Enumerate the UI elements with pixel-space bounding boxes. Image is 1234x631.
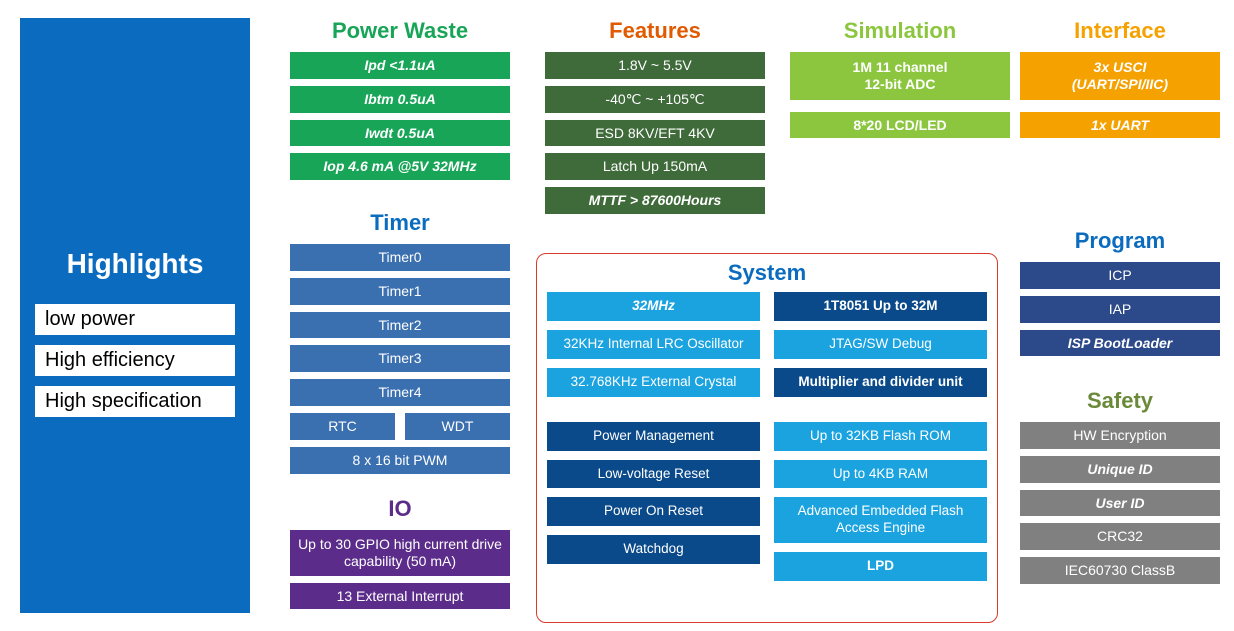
- interface-column: Interface 3x USCI (UART/SPI/IIC) 1x UART: [1020, 18, 1220, 145]
- simulation-item: 8*20 LCD/LED: [790, 112, 1010, 139]
- timer-pwm: 8 x 16 bit PWM: [290, 447, 510, 474]
- system-heading: System: [547, 260, 987, 286]
- timer-rtc: RTC: [290, 413, 395, 440]
- timer-item: Timer1: [290, 278, 510, 305]
- power-waste-heading: Power Waste: [290, 18, 510, 44]
- program-item: IAP: [1020, 296, 1220, 323]
- timer-heading: Timer: [290, 210, 510, 236]
- system-item: Power Management: [547, 422, 760, 451]
- io-column: IO Up to 30 GPIO high current drive capa…: [290, 496, 510, 616]
- features-item: ESD 8KV/EFT 4KV: [545, 120, 765, 147]
- system-item: Up to 4KB RAM: [774, 460, 987, 489]
- system-item: LPD: [774, 552, 987, 581]
- features-item: 1.8V ~ 5.5V: [545, 52, 765, 79]
- program-item: ICP: [1020, 262, 1220, 289]
- safety-item: User ID: [1020, 490, 1220, 517]
- highlight-item: low power: [35, 304, 235, 335]
- simulation-item: 1M 11 channel 12-bit ADC: [790, 52, 1010, 100]
- system-left-column: 32MHz 32KHz Internal LRC Oscillator 32.768…: [547, 292, 760, 590]
- program-heading: Program: [1020, 228, 1220, 254]
- program-column: Program ICP IAP ISP BootLoader: [1020, 228, 1220, 363]
- safety-item: CRC32: [1020, 523, 1220, 550]
- highlight-item: High efficiency: [35, 345, 235, 376]
- power-waste-column: Power Waste Ipd <1.1uA Ibtm 0.5uA Iwdt 0…: [290, 18, 510, 187]
- timer-item: Timer3: [290, 345, 510, 372]
- system-item: Advanced Embedded Flash Access Engine: [774, 497, 987, 543]
- power-waste-item: Ibtm 0.5uA: [290, 86, 510, 113]
- features-heading: Features: [545, 18, 765, 44]
- system-item: Power On Reset: [547, 497, 760, 526]
- features-column: Features 1.8V ~ 5.5V -40℃ ~ +105℃ ESD 8K…: [545, 18, 765, 221]
- system-item: Up to 32KB Flash ROM: [774, 422, 987, 451]
- highlight-item: High specification: [35, 386, 235, 417]
- timer-column: Timer Timer0 Timer1 Timer2 Timer3 Timer4…: [290, 210, 510, 481]
- power-waste-item: Iwdt 0.5uA: [290, 120, 510, 147]
- system-box: System 32MHz 32KHz Internal LRC Oscillato…: [536, 253, 998, 623]
- system-item: 32MHz: [547, 292, 760, 321]
- interface-heading: Interface: [1020, 18, 1220, 44]
- system-item: 32KHz Internal LRC Oscillator: [547, 330, 760, 359]
- timer-item: Timer2: [290, 312, 510, 339]
- simulation-heading: Simulation: [790, 18, 1010, 44]
- timer-wdt: WDT: [405, 413, 510, 440]
- program-item: ISP BootLoader: [1020, 330, 1220, 357]
- timer-item: Timer0: [290, 244, 510, 271]
- interface-item: 3x USCI (UART/SPI/IIC): [1020, 52, 1220, 100]
- safety-item: Unique ID: [1020, 456, 1220, 483]
- interface-item: 1x UART: [1020, 112, 1220, 139]
- io-heading: IO: [290, 496, 510, 522]
- safety-heading: Safety: [1020, 388, 1220, 414]
- system-right-column: 1T8051 Up to 32M JTAG/SW Debug Multiplier …: [774, 292, 987, 590]
- system-item: 1T8051 Up to 32M: [774, 292, 987, 321]
- safety-item: HW Encryption: [1020, 422, 1220, 449]
- simulation-column: Simulation 1M 11 channel 12-bit ADC 8*20…: [790, 18, 1010, 145]
- safety-column: Safety HW Encryption Unique ID User ID C…: [1020, 388, 1220, 591]
- features-item: MTTF > 87600Hours: [545, 187, 765, 214]
- safety-item: IEC60730 ClassB: [1020, 557, 1220, 584]
- highlights-title: Highlights: [67, 248, 204, 280]
- system-item: 32.768KHz External Crystal: [547, 368, 760, 397]
- timer-item: Timer4: [290, 379, 510, 406]
- features-item: Latch Up 150mA: [545, 153, 765, 180]
- system-item: Multiplier and divider unit: [774, 368, 987, 397]
- power-waste-item: Ipd <1.1uA: [290, 52, 510, 79]
- power-waste-item: Iop 4.6 mA @5V 32MHz: [290, 153, 510, 180]
- io-item: Up to 30 GPIO high current drive capabil…: [290, 530, 510, 576]
- highlights-sidebar: Highlights low power High efficiency Hig…: [20, 18, 250, 613]
- system-item: Low-voltage Reset: [547, 460, 760, 489]
- system-item: JTAG/SW Debug: [774, 330, 987, 359]
- features-item: -40℃ ~ +105℃: [545, 86, 765, 113]
- io-item: 13 External Interrupt: [290, 583, 510, 610]
- system-item: Watchdog: [547, 535, 760, 564]
